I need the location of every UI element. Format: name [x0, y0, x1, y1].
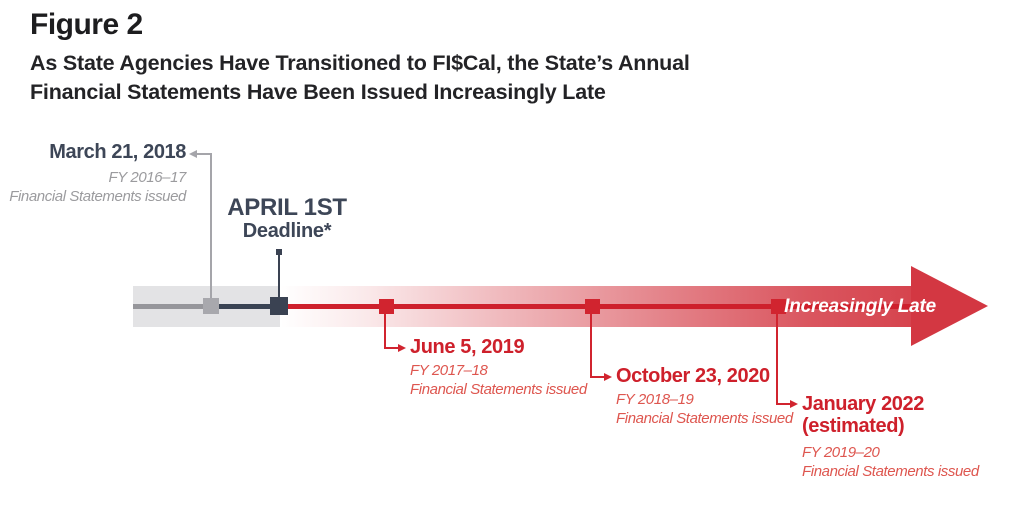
arrow-right-icon	[604, 372, 612, 381]
arrow-right-icon	[911, 266, 988, 346]
event-fiscal-year: FY 2017–18	[410, 362, 488, 379]
connector-january-2022	[776, 403, 790, 405]
arrow-right-icon	[398, 343, 406, 352]
connector-march-2018	[196, 153, 212, 155]
event-description: Financial Statements issued	[802, 463, 979, 480]
figure-title-line2: Financial Statements Have Been Issued In…	[30, 80, 606, 104]
event-description: Financial Statements issued	[410, 381, 587, 398]
event-label-june-2019: June 5, 2019 FY 2017–18 Financial Statem…	[410, 336, 630, 399]
event-label-october-2020: October 23, 2020 FY 2018–19 Financial St…	[616, 365, 836, 428]
event-date-qualifier: (estimated)	[802, 415, 905, 437]
connector-january-2022-vertical	[776, 313, 778, 405]
event-marker-january-2022	[771, 299, 786, 314]
event-fiscal-year: FY 2018–19	[616, 391, 694, 408]
connector-october-2020-vertical	[590, 313, 592, 378]
baseline-segment-gray	[133, 304, 211, 309]
arrow-left-icon	[189, 149, 197, 158]
event-marker-march-2018	[203, 298, 219, 314]
event-description: Financial Statements issued	[9, 188, 186, 205]
event-date: January 2022	[802, 393, 924, 415]
deadline-subtitle: Deadline*	[242, 220, 332, 242]
connector-march-2018-vertical	[210, 153, 212, 298]
deadline-title: APRIL 1ST	[227, 194, 347, 221]
event-marker-june-2019	[379, 299, 394, 314]
figure-title: As State Agencies Have Transitioned to F…	[30, 49, 690, 107]
arrow-right-icon	[790, 399, 798, 408]
event-description: Financial Statements issued	[616, 410, 793, 427]
event-date: March 21, 2018	[49, 141, 186, 163]
figure-label: Figure 2	[30, 8, 143, 41]
event-date: June 5, 2019	[410, 336, 525, 358]
event-label-march-2018: March 21, 2018 FY 2016–17 Financial Stat…	[6, 141, 186, 206]
event-date: October 23, 2020	[616, 365, 770, 387]
baseline-segment-deadline	[209, 304, 283, 309]
event-fiscal-year: FY 2019–20	[802, 444, 880, 461]
event-fiscal-year: FY 2016–17	[108, 169, 187, 186]
connector-october-2020	[590, 376, 604, 378]
connector-june-2019	[384, 347, 398, 349]
event-label-january-2022: January 2022 (estimated) FY 2019–20 Fina…	[802, 393, 1022, 481]
deadline-label: APRIL 1ST Deadline*	[207, 195, 367, 242]
event-marker-october-2020	[585, 299, 600, 314]
deadline-connector-dot	[276, 249, 282, 255]
figure-title-line1: As State Agencies Have Transitioned to F…	[30, 51, 690, 75]
deadline-marker	[270, 297, 288, 315]
connector-june-2019-vertical	[384, 313, 386, 349]
increasingly-late-label: Increasingly Late	[784, 296, 936, 317]
deadline-connector-vertical	[278, 254, 280, 298]
